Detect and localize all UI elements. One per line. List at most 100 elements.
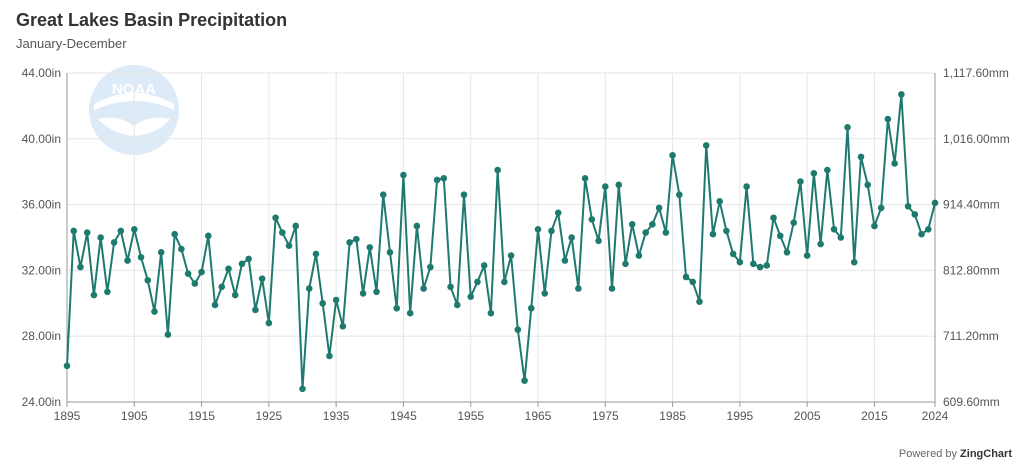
data-point: [669, 151, 676, 159]
data-point: [198, 268, 205, 276]
y2-tick-label: 609.60mm: [943, 395, 1000, 409]
credit-brand: ZingChart: [960, 448, 1012, 460]
data-point: [924, 225, 932, 233]
data-point: [871, 222, 878, 230]
data-point: [433, 176, 441, 184]
data-point: [292, 222, 300, 230]
data-point: [460, 191, 468, 199]
x-tick-label: 1925: [256, 409, 283, 423]
data-point: [406, 309, 414, 317]
data-point: [655, 204, 663, 212]
data-point: [830, 225, 838, 233]
data-point: [575, 285, 582, 292]
data-point: [507, 252, 515, 259]
data-point: [353, 235, 360, 243]
data-point: [756, 263, 764, 271]
data-point: [164, 331, 172, 338]
data-point: [171, 230, 178, 238]
data-point: [628, 221, 636, 228]
data-point: [494, 166, 501, 174]
data-point: [501, 278, 508, 286]
data-point: [568, 234, 575, 241]
data-point: [709, 230, 717, 238]
data-point: [184, 270, 192, 277]
data-point: [676, 191, 683, 199]
data-point: [359, 290, 367, 297]
x-tick-label: 1905: [121, 409, 148, 423]
y-tick-label: 44.00in: [22, 66, 61, 80]
x-tick-label: 2005: [794, 409, 821, 423]
data-point: [770, 214, 777, 222]
data-point: [904, 202, 912, 210]
data-point: [918, 230, 925, 238]
data-point: [63, 362, 71, 370]
data-point: [305, 285, 313, 292]
data-point: [413, 222, 421, 230]
data-point: [258, 275, 266, 282]
data-point: [864, 181, 872, 189]
data-point: [844, 123, 851, 131]
data-point: [218, 283, 226, 291]
data-point: [548, 227, 555, 235]
data-point: [299, 385, 306, 393]
data-point: [817, 240, 824, 248]
data-point: [837, 234, 845, 241]
data-point: [810, 170, 818, 177]
data-point: [272, 214, 279, 222]
data-point: [534, 225, 542, 233]
x-tick-label: 1995: [727, 409, 754, 423]
data-point: [891, 160, 898, 167]
data-point: [77, 263, 84, 271]
data-point: [393, 304, 401, 312]
data-point: [588, 216, 596, 223]
x-tick-label: 1955: [457, 409, 484, 423]
data-point: [884, 115, 892, 123]
x-tick-label: 1915: [188, 409, 215, 423]
data-point: [649, 221, 656, 228]
data-point: [702, 142, 710, 149]
data-point: [400, 171, 407, 179]
data-point: [312, 250, 320, 258]
data-point: [453, 301, 461, 309]
data-point: [245, 255, 252, 263]
data-point: [83, 229, 91, 236]
data-point: [763, 262, 771, 269]
y-tick-label: 24.00in: [22, 395, 61, 409]
data-point: [541, 290, 549, 297]
data-point: [157, 249, 165, 256]
y-tick-label: 32.00in: [22, 263, 61, 277]
x-tick-label: 1935: [323, 409, 350, 423]
chart-title: Great Lakes Basin Precipitation: [16, 10, 288, 30]
data-point: [857, 153, 865, 161]
data-point: [427, 263, 434, 271]
x-tick-label: 1895: [54, 409, 81, 423]
data-point: [117, 227, 125, 235]
data-point: [803, 252, 811, 259]
data-point: [346, 239, 353, 246]
data-point: [265, 319, 273, 327]
data-point: [191, 280, 199, 287]
data-point: [373, 288, 380, 296]
y2-tick-label: 812.80mm: [943, 263, 1000, 277]
chart-credit[interactable]: Powered by ZingChart: [899, 448, 1012, 460]
data-point: [474, 278, 481, 286]
data-point: [527, 304, 535, 312]
data-point: [447, 283, 454, 291]
data-point: [319, 300, 326, 307]
data-point: [285, 242, 293, 250]
data-point: [205, 232, 212, 240]
x-tick-label: 1975: [592, 409, 619, 423]
data-point: [615, 181, 623, 189]
data-point: [70, 227, 78, 235]
data-point: [178, 245, 185, 253]
data-point: [824, 166, 831, 174]
data-point: [137, 253, 145, 261]
data-point: [723, 227, 730, 235]
y-tick-label: 36.00in: [22, 198, 61, 212]
x-tick-label: 2024: [922, 409, 949, 423]
x-tick-label: 1985: [659, 409, 686, 423]
data-point: [225, 265, 232, 273]
x-tick-label: 1945: [390, 409, 417, 423]
data-point: [104, 288, 111, 296]
